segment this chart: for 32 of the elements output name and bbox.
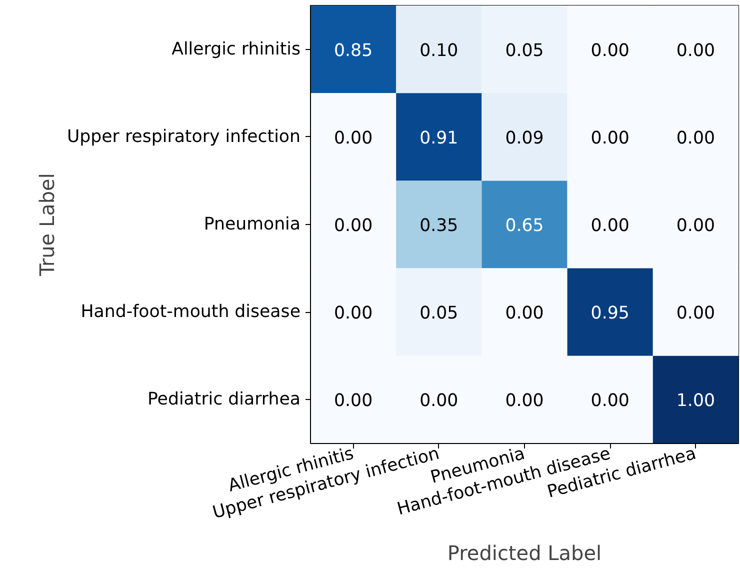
data-label: 0.00 [590,40,630,61]
data-label: 0.00 [334,216,373,236]
y-tick-label: Hand-foot-mouth disease [80,302,301,322]
y-tick-label: Pneumonia [204,214,301,234]
data-label: 0.00 [334,128,373,148]
data-label: 0.00 [676,40,716,61]
data-label: 0.10 [420,40,458,61]
data-label: 0.00 [676,304,716,324]
data-label: 0.00 [334,304,373,324]
data-label: 0.00 [334,391,373,412]
x-axis-title: Predicted Label [447,540,602,565]
data-label: 0.00 [505,304,544,324]
y-tick-label: Pediatric diarrhea [147,390,301,410]
data-label: 0.85 [334,40,373,61]
data-label: 0.00 [505,391,544,412]
y-axis-title: True Label [34,173,59,277]
data-label: 0.00 [420,391,458,412]
data-label: 0.00 [676,216,716,236]
data-label: 0.00 [676,128,716,148]
data-label: 0.05 [505,40,544,61]
data-label: 0.95 [590,304,630,324]
data-label: 0.35 [420,216,458,236]
y-tick-label: Upper respiratory infection [66,126,301,147]
data-label: 0.91 [420,128,458,148]
data-label: 0.65 [505,216,544,236]
data-label: 0.00 [590,216,630,236]
data-label: 0.05 [420,304,458,324]
data-label: 0.00 [590,128,630,148]
y-tick-label: Allergic rhinitis [172,39,301,60]
data-label: 1.00 [676,391,716,412]
data-label: 0.00 [590,391,630,412]
data-label: 0.09 [505,128,544,148]
